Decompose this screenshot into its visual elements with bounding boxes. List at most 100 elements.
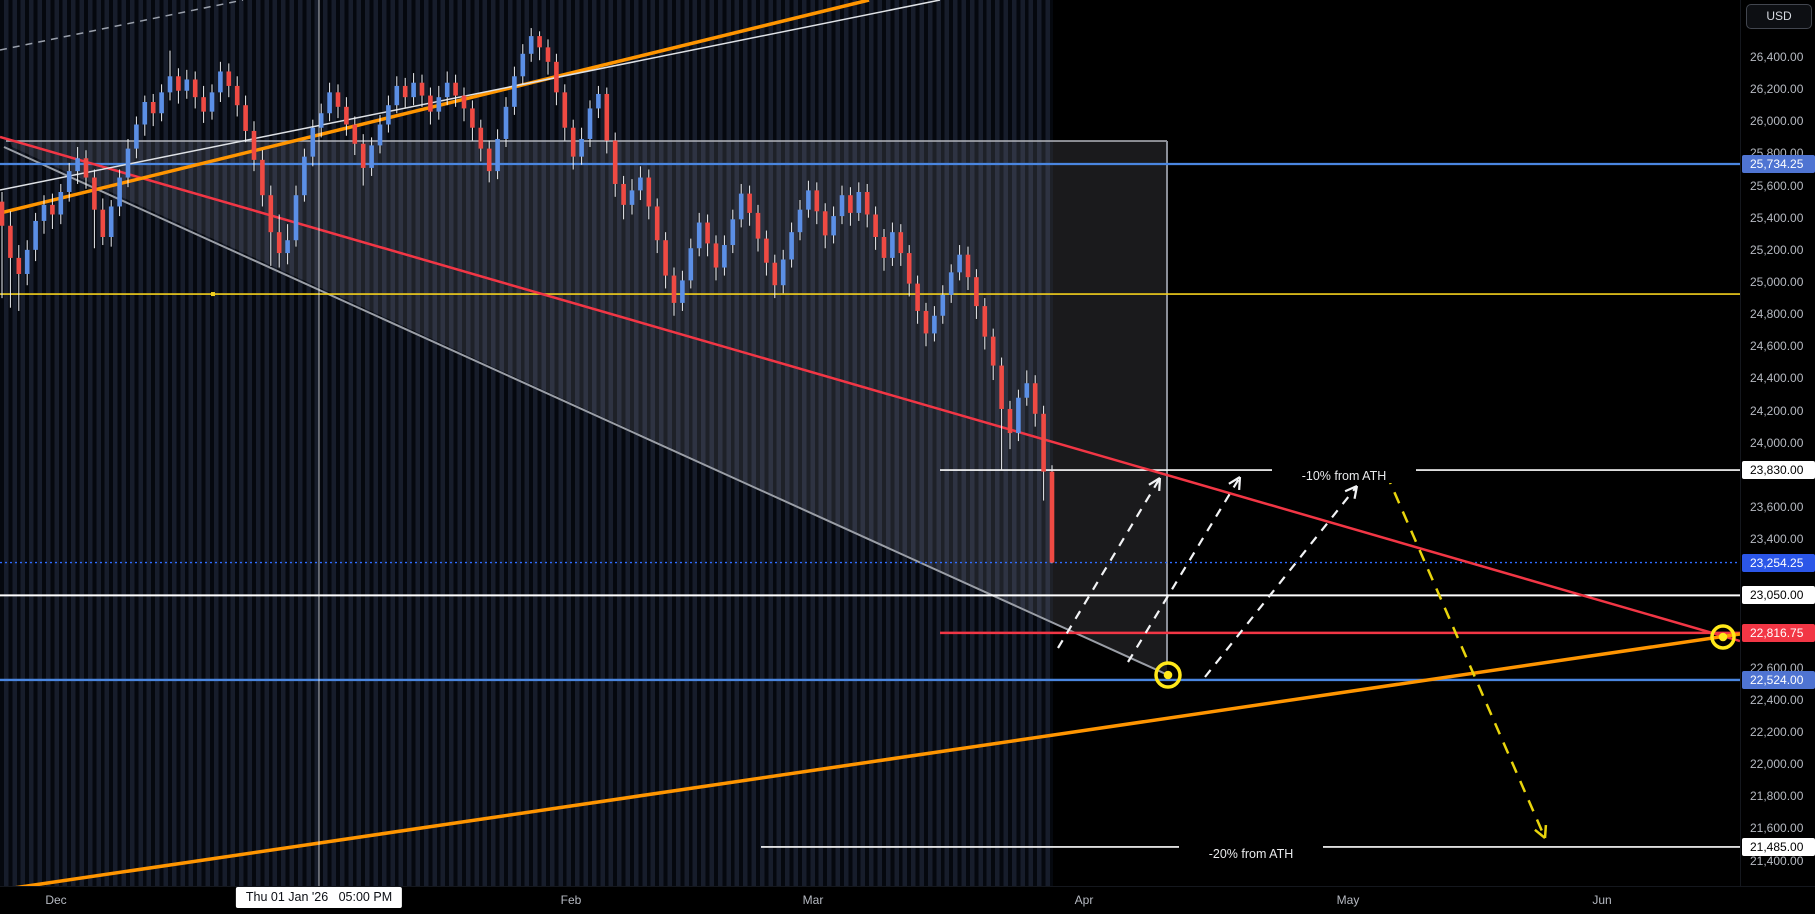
projection-arrow[interactable]	[1127, 476, 1241, 663]
price-axis-tick: 24,000.00	[1750, 435, 1804, 450]
candle	[654, 206, 660, 241]
trend-line-ascending-gray-dashed[interactable]	[0, 0, 244, 51]
candle	[24, 249, 30, 274]
ath-annotation: -20% from ATH	[1209, 847, 1294, 861]
candle	[470, 108, 475, 128]
candle	[839, 195, 845, 217]
projection-arrowhead	[1353, 485, 1359, 499]
wedge-hypotenuse[interactable]	[3, 146, 1169, 676]
price-level-axis-label[interactable]: 23,830.00	[1742, 461, 1815, 480]
projection-arrowhead	[1344, 484, 1358, 493]
price-level-axis-label[interactable]: 25,734.25	[1742, 154, 1815, 173]
price-level-anchor-dot[interactable]	[211, 292, 215, 297]
candle	[100, 209, 106, 237]
candle	[755, 212, 761, 239]
highlight-circle[interactable]	[1710, 624, 1736, 650]
candle	[780, 259, 786, 286]
highlight-circle-dot	[1163, 670, 1173, 680]
ath-annotation: -10% from ATH	[1302, 469, 1387, 483]
candle	[587, 108, 593, 139]
candle	[528, 36, 534, 54]
candle	[92, 177, 97, 210]
session-stripes	[0, 0, 1053, 886]
candle	[646, 177, 652, 207]
price-level-axis-label[interactable]: 23,050.00	[1742, 586, 1815, 605]
candle	[621, 183, 626, 205]
projection-arrowhead	[1238, 476, 1242, 491]
trend-line-descending-resistance-red[interactable]	[0, 135, 1740, 643]
candle	[898, 232, 904, 254]
candle	[713, 243, 719, 268]
time-axis-month-label: Feb	[560, 893, 582, 907]
price-chart-canvas[interactable]: -10% from ATH -20% from ATH	[0, 0, 1740, 886]
candle	[268, 195, 274, 233]
candle	[537, 36, 542, 48]
candle	[453, 82, 458, 96]
candle	[554, 61, 559, 93]
candle	[218, 71, 223, 93]
candle	[142, 101, 148, 125]
projection-arrowhead	[1158, 477, 1162, 492]
candle	[965, 254, 971, 278]
candle	[604, 93, 610, 141]
candle	[562, 92, 568, 128]
wedge-overlay	[10, 141, 1167, 675]
candle	[108, 206, 114, 237]
time-axis[interactable]: Thu 01 Jan '26 05:00 PM Dec Feb Mar Apr May J…	[0, 886, 1815, 914]
candle	[159, 92, 164, 114]
projection-arrow[interactable]	[1204, 485, 1358, 678]
candle	[83, 158, 89, 178]
price-axis[interactable]: USD 26,400.00 26,200.00 26,000.00 25,800.00…	[1740, 0, 1815, 886]
candle	[176, 76, 181, 91]
price-axis-tick: 25,600.00	[1750, 178, 1804, 193]
candle	[822, 211, 828, 236]
trend-line-ascending-support-orange-lower[interactable]	[0, 632, 1740, 886]
price-level-axis-label[interactable]: 22,524.00	[1742, 670, 1815, 689]
trend-line-ascending-support-orange-upper[interactable]	[0, 0, 870, 215]
candle	[671, 275, 677, 303]
chart-plot-area[interactable]: -10% from ATH -20% from ATH	[0, 0, 1740, 886]
time-axis-month-label: Jun	[1592, 893, 1612, 907]
highlight-circle-dot	[1718, 632, 1728, 642]
candle	[990, 336, 996, 366]
candle	[335, 92, 341, 107]
price-level-axis-label[interactable]: 22,816.75	[1742, 623, 1815, 642]
candle	[478, 127, 484, 149]
candle	[932, 315, 937, 334]
currency-button[interactable]: USD	[1746, 4, 1812, 29]
candle	[873, 214, 878, 237]
candle	[352, 124, 358, 144]
candle	[982, 306, 988, 337]
projection-arrow[interactable]	[1384, 472, 1547, 839]
projection-arrowhead	[1534, 828, 1546, 839]
price-axis-tick: 25,000.00	[1750, 274, 1804, 289]
price-axis-tick: 24,600.00	[1750, 339, 1804, 354]
price-level-axis-label[interactable]: 21,485.00	[1742, 837, 1815, 856]
candle	[327, 92, 332, 114]
price-axis-tick: 23,600.00	[1750, 499, 1804, 514]
candle	[705, 222, 710, 244]
candle	[629, 190, 635, 205]
candle	[369, 145, 374, 168]
candle	[428, 95, 433, 112]
crosshair-date-label: Thu 01 Jan '26 05:00 PM	[235, 887, 403, 908]
candle	[915, 283, 920, 311]
candle	[167, 76, 173, 93]
price-level-axis-label[interactable]: 23,254.25	[1742, 553, 1815, 572]
candle	[747, 193, 752, 213]
price-axis-tick: 26,400.00	[1750, 50, 1804, 64]
candle	[58, 191, 64, 215]
candle	[881, 236, 887, 258]
candle	[394, 85, 400, 106]
candle	[310, 127, 316, 157]
candle	[243, 105, 248, 131]
candle	[680, 280, 685, 303]
candle	[663, 240, 668, 276]
candle	[940, 294, 946, 316]
highlight-circle[interactable]	[1154, 661, 1182, 689]
candle	[797, 209, 803, 233]
projection-arrowhead	[1543, 824, 1548, 839]
candle	[596, 93, 601, 109]
candle	[764, 238, 769, 263]
trend-line-ascending-thin-white[interactable]	[0, 0, 941, 191]
